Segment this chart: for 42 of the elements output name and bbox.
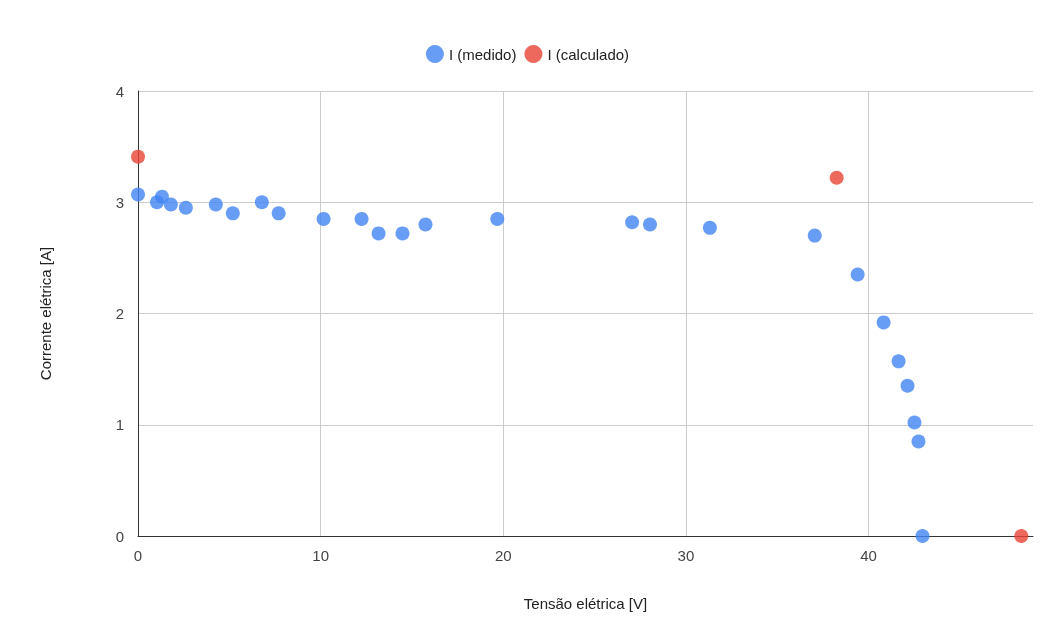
- point: [807, 228, 822, 243]
- y-tick-label: 0: [115, 527, 124, 545]
- point: [907, 415, 922, 430]
- point: [418, 217, 433, 232]
- point: [900, 378, 915, 393]
- x-axis-title: Tensão elétrica [V]: [523, 595, 648, 612]
- point: [254, 195, 269, 210]
- y-tick-label: 2: [115, 305, 124, 322]
- point: [271, 206, 286, 221]
- point: [131, 149, 145, 164]
- point: [490, 211, 505, 226]
- legend-label: I (calculado): [547, 45, 630, 63]
- legend-label: I (medido): [448, 45, 517, 63]
- point: [1014, 529, 1029, 543]
- point: [371, 226, 386, 241]
- point: [154, 189, 169, 204]
- x-tick-label: 10: [312, 547, 329, 564]
- point: [178, 200, 193, 215]
- point: [131, 187, 145, 202]
- y-axis-title: Corrente elétrica [A]: [37, 246, 54, 381]
- point: [625, 215, 640, 230]
- point: [876, 315, 891, 330]
- x-tick-label: 20: [494, 547, 512, 564]
- point: [225, 206, 240, 221]
- point: [850, 267, 865, 282]
- point: [163, 197, 178, 212]
- x-tick-label: 0: [133, 547, 143, 564]
- y-tick-label: 3: [115, 193, 124, 211]
- point: [316, 211, 331, 226]
- point: [891, 354, 906, 369]
- point: [208, 197, 223, 212]
- y-tick-label: 4: [115, 82, 124, 100]
- point: [395, 226, 410, 241]
- point: [915, 529, 930, 543]
- point: [829, 170, 844, 185]
- x-tick-label: 40: [860, 547, 877, 564]
- point: [702, 220, 717, 235]
- x-tick-label: 30: [677, 547, 695, 564]
- point: [354, 211, 369, 226]
- point: [911, 434, 926, 449]
- point: [642, 217, 657, 232]
- y-tick-label: 1: [115, 416, 124, 434]
